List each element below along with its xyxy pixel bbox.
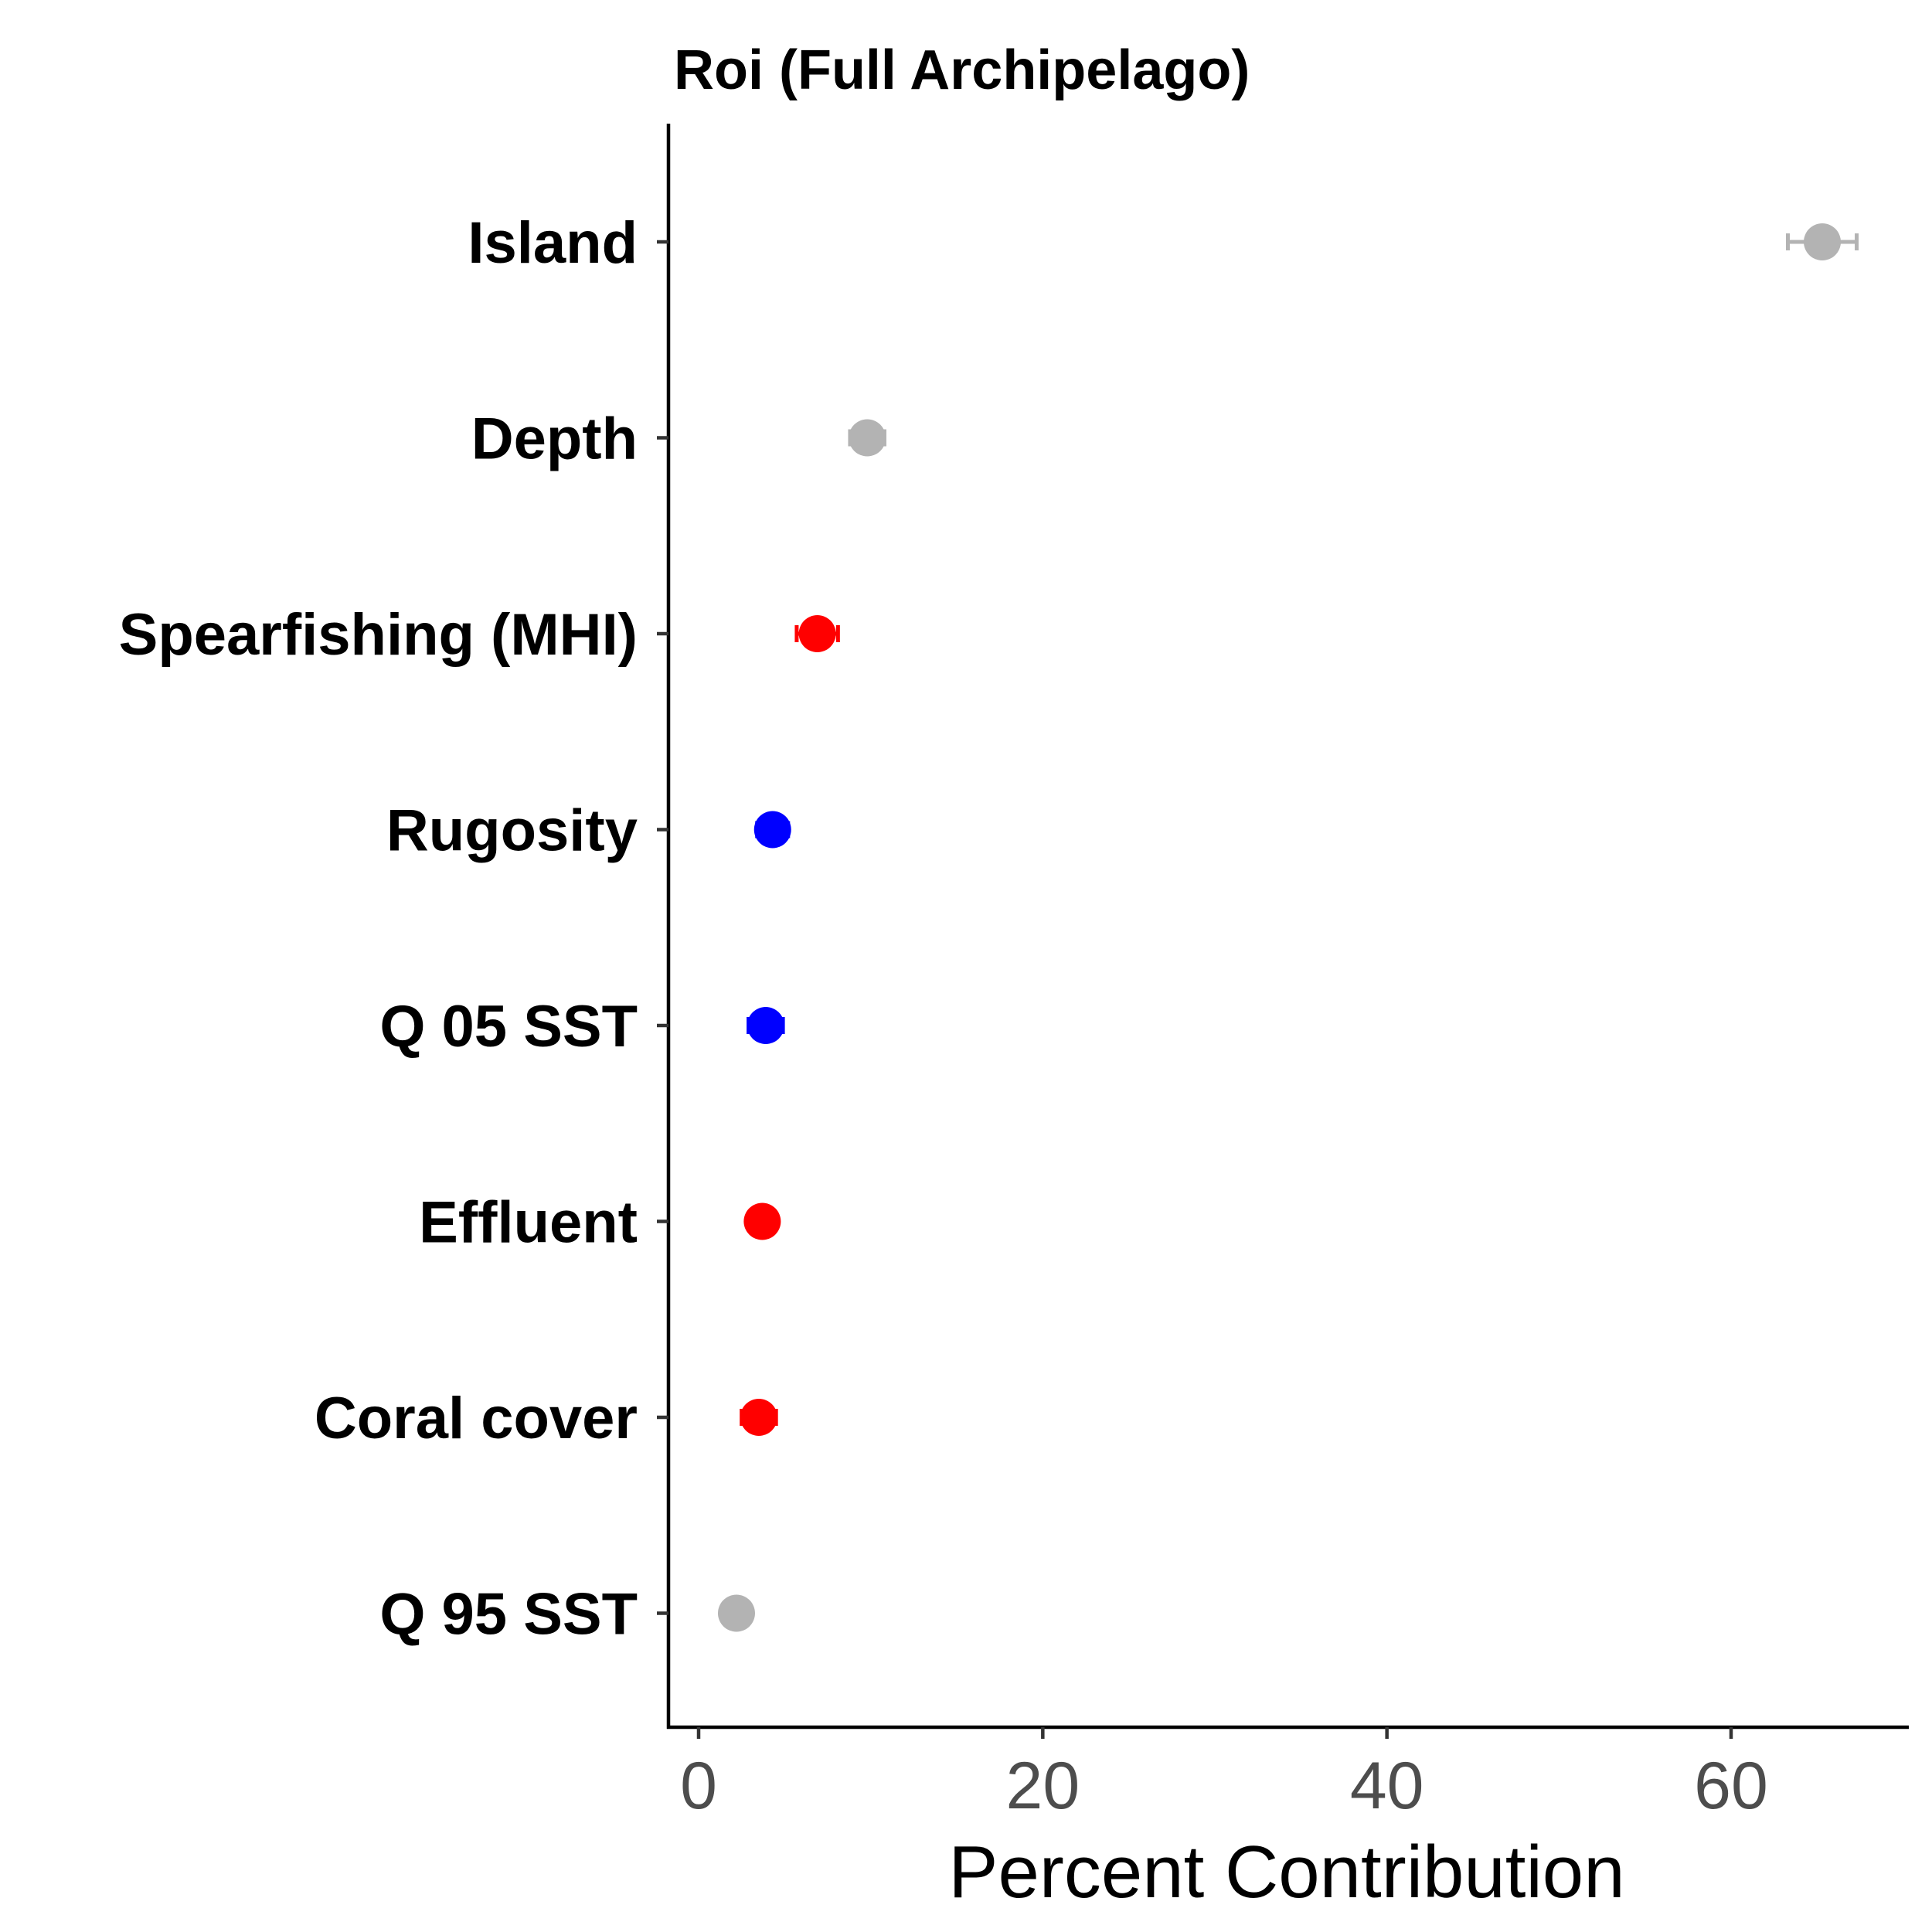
chart-title: Roi (Full Archipelago) [674,39,1250,101]
data-point [743,1202,781,1240]
y-tick-label: Q 05 SST [379,994,638,1060]
y-axis: Island Depth Spearfishing (MHI) Rugosity Q 0… [119,124,671,1729]
x-tick-label: 60 [1694,1749,1768,1823]
data-point [849,419,886,457]
data-point [717,1594,755,1632]
y-tick-label: Q 95 SST [379,1582,638,1648]
x-tick-label: 20 [1005,1749,1080,1823]
x-axis: 0 20 40 60 [667,1725,1909,1823]
x-tick-label: 40 [1350,1749,1424,1823]
y-tick-label: Effluent [419,1190,638,1256]
data-points [717,223,1842,1632]
y-tick-label: Island [468,210,638,276]
y-tick-label: Coral cover [315,1386,638,1451]
x-axis-title: Percent Contribution [948,1831,1624,1913]
y-tick-label: Rugosity [386,798,638,864]
data-point [798,615,836,652]
data-point [747,1007,784,1044]
y-tick-label: Depth [471,406,638,472]
data-point [740,1399,777,1436]
y-tick-label: Spearfishing (MHI) [119,602,638,668]
data-point [1804,223,1842,260]
x-tick-label: 0 [680,1749,717,1823]
data-point [753,811,791,849]
